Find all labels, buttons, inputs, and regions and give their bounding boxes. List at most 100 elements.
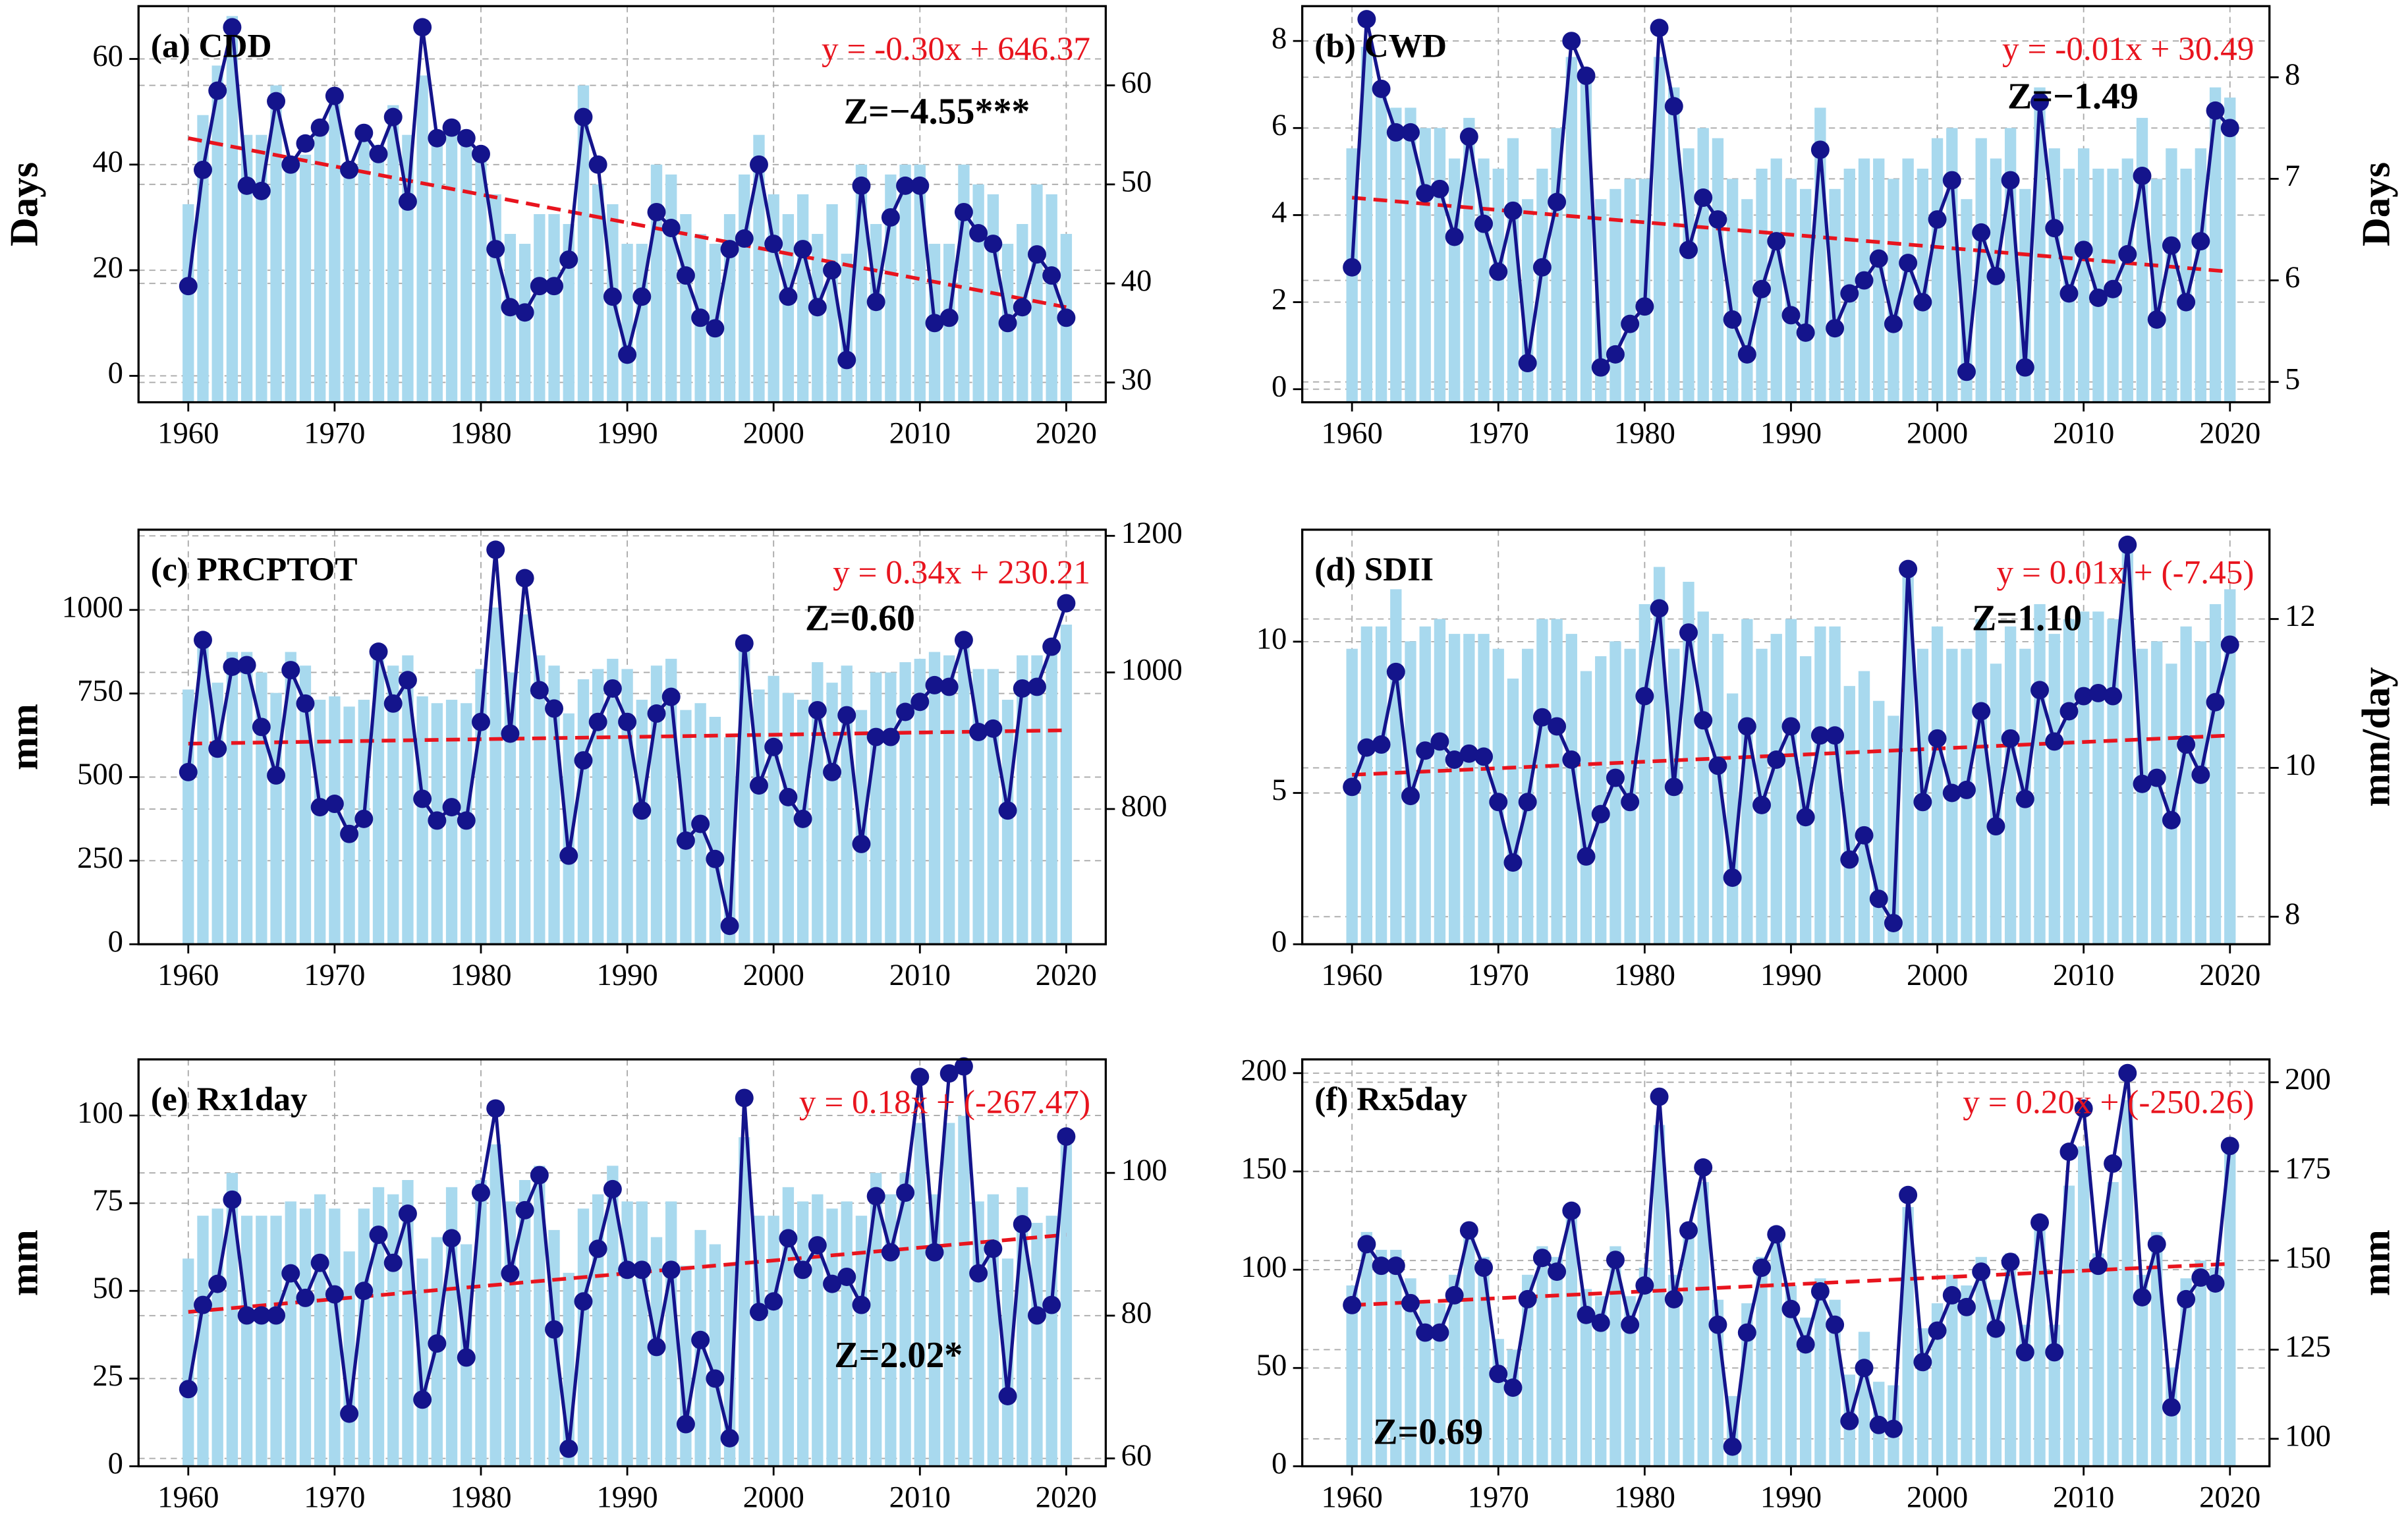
marker	[939, 308, 959, 327]
marker	[1723, 868, 1742, 887]
marker	[1972, 223, 1991, 242]
marker	[1972, 702, 1991, 721]
bar	[2195, 1260, 2207, 1467]
bar	[1463, 117, 1475, 403]
marker	[1459, 127, 1478, 146]
marker	[2059, 284, 2079, 303]
marker	[1884, 914, 1903, 932]
bar	[1946, 1274, 1958, 1467]
marker	[793, 809, 812, 828]
x-tick-label: 2020	[2199, 958, 2260, 992]
marker	[954, 1057, 973, 1076]
bar	[2121, 158, 2133, 403]
marker	[691, 1330, 710, 1349]
marker	[1650, 599, 1669, 618]
bar	[1770, 158, 1782, 403]
panel: 1960 1970 1980 1990 2000 2010 2020 0 5 10 8 10 12 (d)…	[1256, 528, 2398, 992]
bar	[387, 665, 399, 945]
marker	[706, 319, 725, 338]
marker	[720, 1428, 739, 1448]
marker	[1810, 140, 1830, 159]
bar	[1785, 1285, 1797, 1467]
marker	[1621, 1315, 1640, 1334]
marker	[1869, 249, 1888, 268]
marker	[296, 694, 315, 713]
bar	[1507, 138, 1519, 403]
marker	[1489, 793, 1508, 812]
bar	[285, 652, 296, 945]
marker	[369, 1225, 388, 1245]
marker	[764, 1292, 783, 1311]
marker	[1430, 1323, 1449, 1342]
marker	[939, 677, 959, 696]
marker	[1027, 245, 1046, 264]
bar	[577, 679, 590, 945]
bar	[665, 174, 677, 403]
bar	[226, 1173, 238, 1467]
y-tick-label: 250	[77, 841, 123, 875]
marker	[793, 240, 812, 259]
marker	[252, 1306, 271, 1325]
marker	[2030, 92, 2050, 111]
marker	[501, 724, 520, 743]
bar	[577, 85, 590, 403]
bar	[636, 700, 648, 945]
bar	[1931, 138, 1944, 403]
bar	[1565, 1206, 1577, 1467]
marker	[559, 250, 578, 269]
bar	[1624, 179, 1636, 403]
marker	[472, 1183, 490, 1202]
bar	[1448, 634, 1461, 945]
marker	[2104, 1154, 2123, 1173]
marker	[647, 1337, 666, 1357]
marker	[720, 916, 739, 936]
marker	[910, 1067, 930, 1086]
bar	[416, 696, 428, 945]
bar	[387, 1194, 399, 1467]
bar	[1595, 656, 1607, 945]
marker	[1913, 793, 1932, 812]
bar	[1858, 1332, 1870, 1467]
bar	[1346, 648, 1358, 945]
marker	[735, 1088, 754, 1108]
marker	[808, 700, 827, 719]
bar	[2121, 551, 2133, 945]
bar	[782, 692, 795, 945]
marker	[1343, 1295, 1362, 1314]
equation: y = -0.01x + 30.49	[2002, 30, 2254, 68]
bar	[2209, 1267, 2222, 1467]
marker	[1826, 1315, 1845, 1334]
bar	[490, 1144, 501, 1467]
marker	[808, 1236, 827, 1255]
marker	[223, 1190, 242, 1209]
bar	[870, 1173, 882, 1467]
marker	[1606, 768, 1625, 787]
bar	[2209, 87, 2222, 403]
bar	[1478, 634, 1490, 945]
bar	[504, 234, 517, 403]
marker	[1562, 750, 1581, 769]
marker	[1606, 345, 1625, 364]
bar	[1492, 1339, 1504, 1467]
y-tick-label: 10	[1256, 622, 1287, 656]
bar	[431, 134, 443, 403]
bar	[797, 1201, 809, 1467]
bar	[2166, 663, 2177, 945]
bar	[1448, 158, 1461, 403]
bar	[197, 641, 209, 945]
bar	[680, 213, 692, 403]
y-tick-label: 8	[1272, 21, 1287, 55]
equation: y = 0.20x + (-250.26)	[1963, 1084, 2254, 1121]
bar	[240, 1216, 253, 1467]
y-tick-label: 5	[1272, 773, 1287, 807]
marker	[1679, 1221, 1698, 1240]
bar	[490, 607, 501, 945]
marker	[383, 107, 403, 127]
marker	[866, 1187, 885, 1206]
plot-frame	[137, 528, 1107, 945]
marker	[1899, 1185, 1918, 1204]
marker	[632, 287, 652, 306]
y2-tick-label: 1000	[1121, 652, 1183, 687]
marker	[1767, 750, 1786, 769]
marker	[1942, 783, 1961, 802]
